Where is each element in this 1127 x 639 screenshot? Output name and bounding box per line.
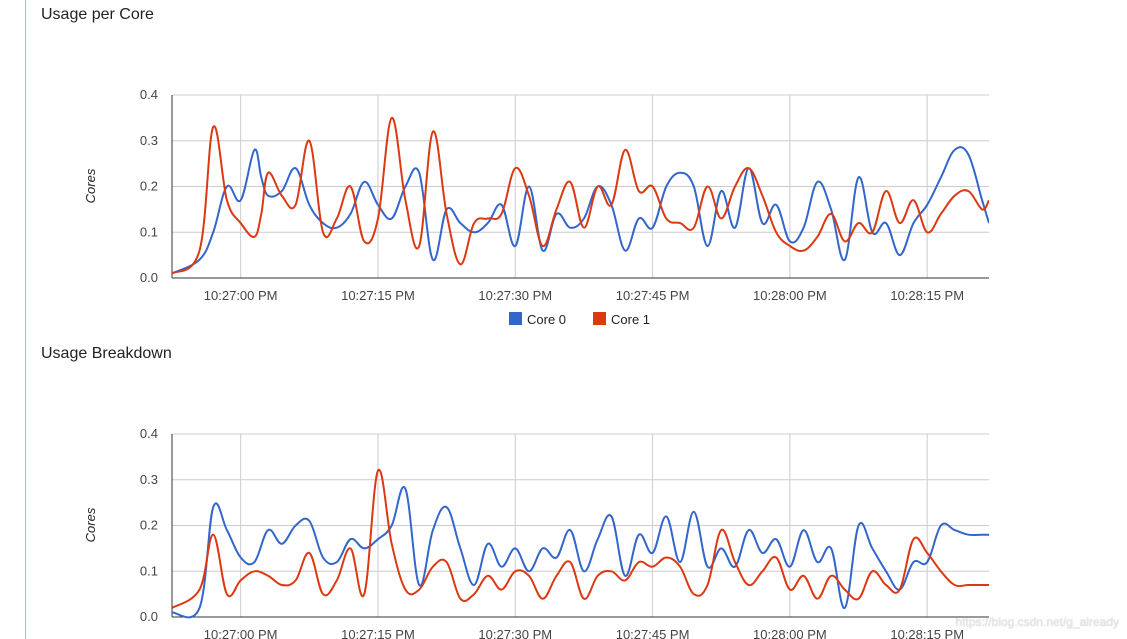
legend-label-core-0: Core 0 bbox=[527, 312, 566, 327]
y-tick-label: 0.0 bbox=[140, 609, 158, 624]
series-line-core-0 bbox=[172, 146, 989, 275]
x-tick-label: 10:27:15 PM bbox=[341, 627, 415, 639]
x-tick-label: 10:28:00 PM bbox=[753, 627, 827, 639]
chart-title-usage-breakdown: Usage Breakdown bbox=[41, 345, 172, 362]
x-tick-label: 10:27:15 PM bbox=[341, 288, 415, 303]
y-tick-label: 0.2 bbox=[140, 518, 158, 533]
left-border bbox=[25, 0, 26, 639]
usage-breakdown-chart: 0.0 0.1 0.2 0.3 0.4 10:27:00 PM 10:27:15 PM 10:… bbox=[83, 426, 989, 639]
legend-swatch-core-1 bbox=[593, 312, 606, 325]
x-tick-label: 10:27:30 PM bbox=[478, 288, 552, 303]
watermark: https://blog.csdn.net/g_already bbox=[955, 615, 1119, 629]
y-tick-label: 0.3 bbox=[140, 472, 158, 487]
y-tick-label: 0.0 bbox=[140, 270, 158, 285]
series-line-core-1 bbox=[172, 116, 989, 275]
x-tick-label: 10:28:15 PM bbox=[890, 627, 964, 639]
x-tick-label: 10:28:15 PM bbox=[890, 288, 964, 303]
legend-label-core-1: Core 1 bbox=[611, 312, 650, 327]
series-line-core-0 bbox=[172, 486, 989, 619]
x-tick-label: 10:27:00 PM bbox=[204, 627, 278, 639]
y-tick-label: 0.2 bbox=[140, 179, 158, 194]
x-tick-label: 10:27:00 PM bbox=[204, 288, 278, 303]
y-axis-label: Cores bbox=[83, 168, 98, 203]
y-tick-label: 0.1 bbox=[140, 224, 158, 239]
usage-per-core-chart: 0.0 0.1 0.2 0.3 0.4 10:27:00 PM 10:27:15 PM 10:… bbox=[83, 87, 989, 327]
x-tick-label: 10:27:45 PM bbox=[616, 627, 690, 639]
y-tick-label: 0.1 bbox=[140, 563, 158, 578]
y-axis-label: Cores bbox=[83, 507, 98, 542]
y-tick-label: 0.4 bbox=[140, 426, 158, 441]
legend: Core 0 Core 1 bbox=[509, 312, 650, 327]
y-tick-label: 0.3 bbox=[140, 133, 158, 148]
series-line-core-1 bbox=[172, 468, 989, 609]
x-tick-label: 10:27:30 PM bbox=[478, 627, 552, 639]
x-tick-label: 10:28:00 PM bbox=[753, 288, 827, 303]
y-tick-label: 0.4 bbox=[140, 87, 158, 102]
legend-swatch-core-0 bbox=[509, 312, 522, 325]
x-tick-label: 10:27:45 PM bbox=[616, 288, 690, 303]
chart-title-usage-per-core: Usage per Core bbox=[41, 6, 154, 23]
